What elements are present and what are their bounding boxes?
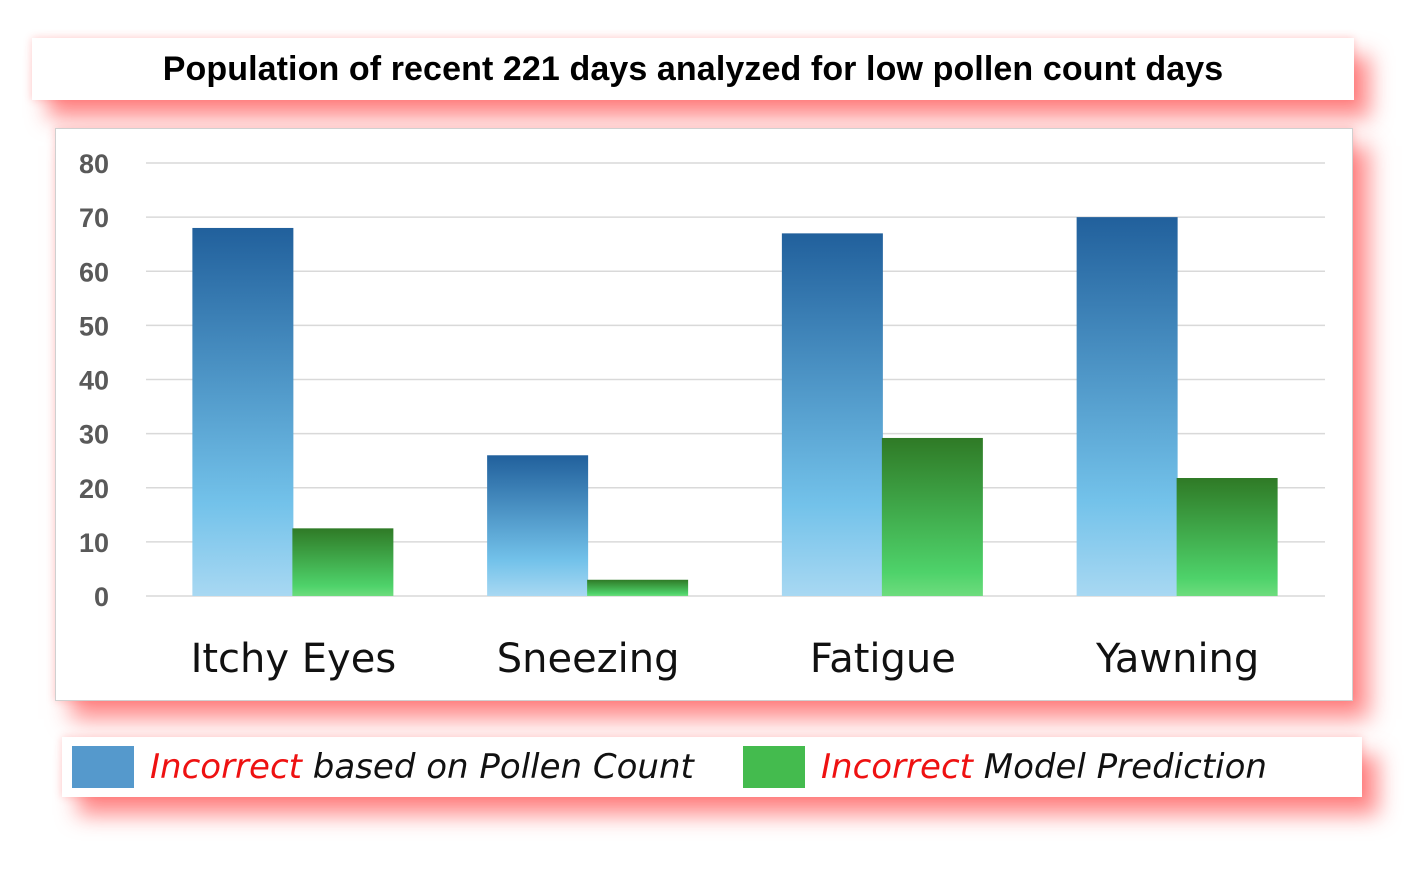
bar-fatigue-series-2	[881, 437, 983, 596]
x-category-label: Fatigue	[810, 636, 956, 682]
bar-sneezing-series-2	[587, 579, 689, 596]
legend-swatch-blue	[72, 746, 134, 788]
legend: Incorrect based on Pollen Count Incorrec…	[62, 737, 1362, 797]
bar-itchy-eyes-series-1	[192, 227, 294, 596]
y-tick-label: 50	[79, 311, 109, 341]
y-axis-ticks: 0 10 20 30 40 50 60 70 80	[79, 149, 109, 612]
chart-title: Population of recent 221 days analyzed f…	[162, 49, 1224, 88]
y-tick-label: 20	[79, 474, 109, 504]
legend-item-model-prediction: Incorrect Model Prediction	[743, 737, 1267, 797]
x-category-label: Itchy Eyes	[191, 636, 397, 682]
x-axis-categories: Itchy Eyes Sneezing Fatigue Yawning	[191, 636, 1260, 682]
y-tick-label: 40	[79, 366, 109, 396]
y-tick-label: 70	[79, 203, 109, 233]
legend-swatch-green	[743, 746, 805, 788]
bar-yawning-series-1	[1076, 217, 1178, 596]
y-tick-label: 80	[79, 149, 109, 179]
legend-emphasis: Incorrect	[821, 747, 973, 787]
legend-emphasis: Incorrect	[150, 747, 302, 787]
y-tick-label: 30	[79, 420, 109, 450]
x-category-label: Sneezing	[497, 636, 680, 682]
bar-chart: 0 10 20 30 40 50 60 70 80 Itchy Eyes Sneezing Fati…	[79, 149, 1325, 682]
y-tick-label: 0	[94, 582, 109, 612]
bar-yawning-series-2	[1176, 478, 1278, 596]
bar-itchy-eyes-series-2	[292, 528, 394, 596]
chart-area: 0 10 20 30 40 50 60 70 80 Itchy Eyes Sneezing Fati…	[55, 128, 1353, 701]
x-category-label: Yawning	[1095, 636, 1259, 682]
legend-label: Model Prediction	[972, 747, 1267, 787]
bars	[192, 217, 1278, 597]
title-banner: Population of recent 221 days analyzed f…	[32, 38, 1354, 100]
bar-sneezing-series-1	[487, 455, 589, 596]
legend-item-pollen-count: Incorrect based on Pollen Count	[72, 737, 694, 797]
y-tick-label: 10	[79, 528, 109, 558]
y-tick-label: 60	[79, 257, 109, 287]
legend-label: based on Pollen Count	[301, 747, 694, 787]
bar-fatigue-series-1	[781, 233, 883, 597]
